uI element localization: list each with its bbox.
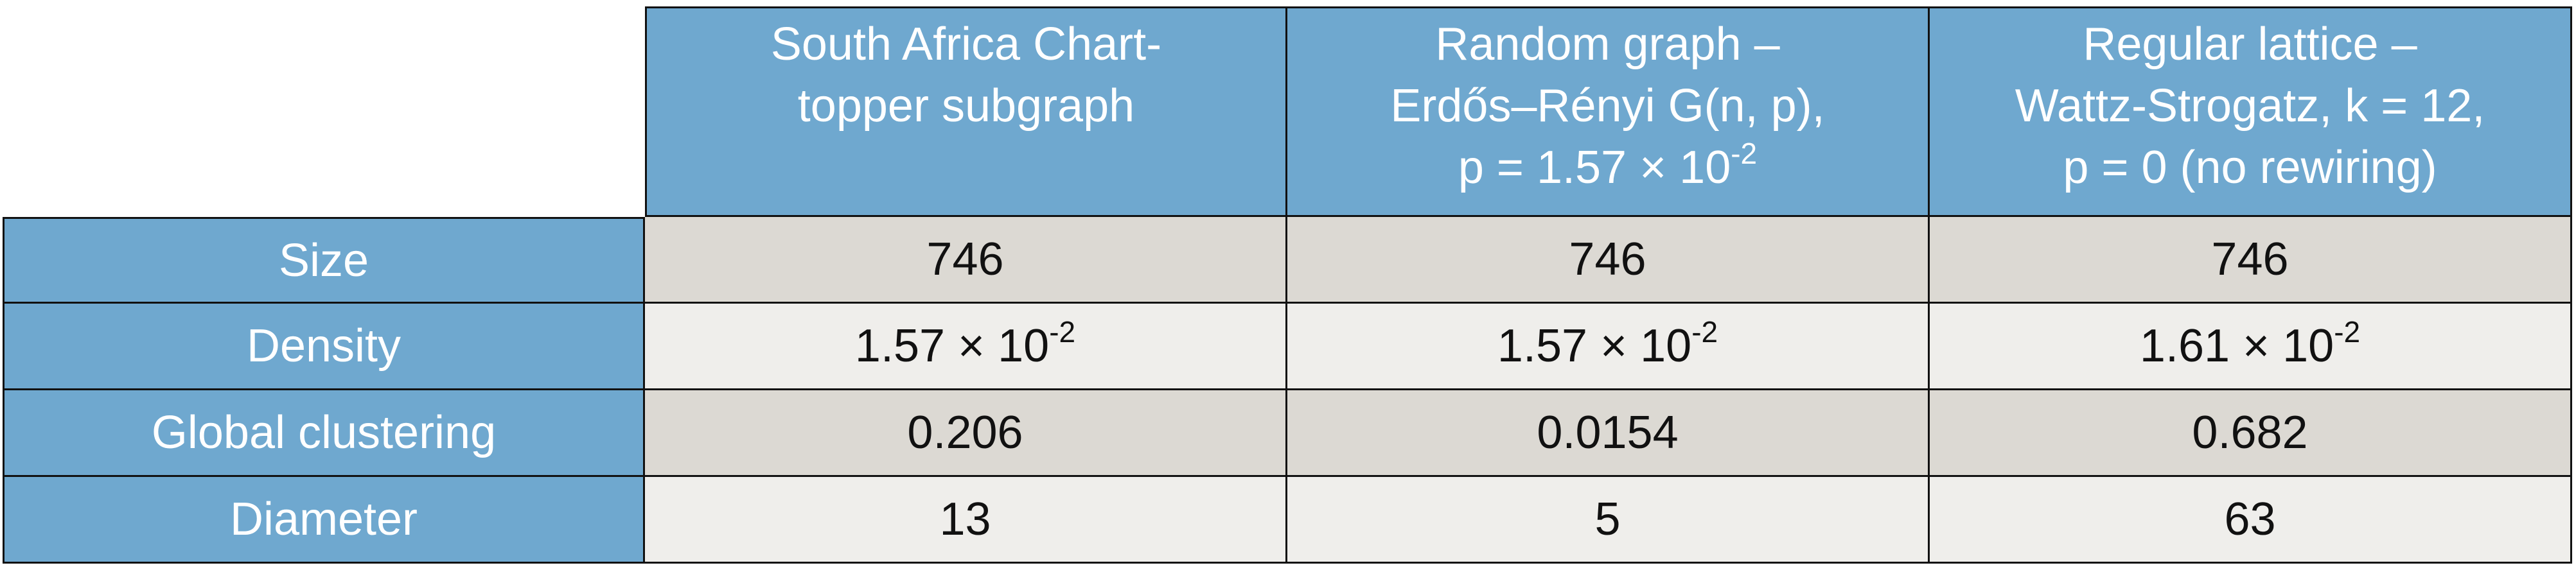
cell-text: 746 bbox=[2211, 234, 2289, 285]
cell-text: 1.61 × 10-2 bbox=[2140, 315, 2360, 377]
exponent: -2 bbox=[2334, 315, 2361, 349]
cell-text: Regular lattice – bbox=[2083, 19, 2417, 70]
data-cell: 13 bbox=[645, 477, 1287, 564]
data-cell: 0.206 bbox=[645, 390, 1287, 477]
cell-text: p = 1.57 × 10-2 bbox=[1458, 137, 1757, 198]
data-cell: 0.0154 bbox=[1287, 390, 1930, 477]
base: 1.61 × 10 bbox=[2139, 320, 2334, 372]
cell-text: Density bbox=[246, 320, 401, 372]
cell-text: topper subgraph bbox=[797, 80, 1135, 132]
data-cell: 0.682 bbox=[1930, 390, 2572, 477]
data-cell: 1.57 × 10-2 bbox=[1287, 304, 1930, 390]
cell-text: 0.0154 bbox=[1537, 407, 1679, 458]
cell-text: 13 bbox=[939, 494, 991, 545]
data-cell: 5 bbox=[1287, 477, 1930, 564]
cell-text: 5 bbox=[1594, 494, 1621, 545]
data-cell: 746 bbox=[1287, 217, 1930, 304]
column-header: Random graph – Erdős–Rényi G(n, p), p = 1.… bbox=[1287, 6, 1930, 217]
cell-text: Erdős–Rényi G(n, p), bbox=[1390, 80, 1825, 132]
base: p = 1.57 × 10 bbox=[1458, 142, 1731, 193]
base: 1.57 × 10 bbox=[1497, 320, 1692, 372]
column-header: South Africa Chart-topper subgraph bbox=[645, 6, 1287, 217]
cell-text: 1.57 × 10-2 bbox=[1497, 315, 1718, 377]
cell-text: Random graph – bbox=[1435, 19, 1780, 70]
cell-text: Wattz-Strogatz, k = 12, bbox=[2015, 80, 2485, 132]
cell-text: 746 bbox=[1569, 234, 1646, 285]
cell-text: 1.57 × 10-2 bbox=[855, 315, 1075, 377]
exponent: -2 bbox=[1691, 315, 1718, 349]
cell-text: 0.206 bbox=[907, 407, 1023, 458]
cell-text: Size bbox=[278, 234, 369, 286]
cell-text: Global clustering bbox=[151, 407, 497, 458]
cell-text: 0.682 bbox=[2192, 407, 2308, 458]
cell-text: 746 bbox=[926, 234, 1004, 285]
cell-text: p = 0 (no rewiring) bbox=[2063, 142, 2437, 193]
corner bbox=[3, 6, 645, 217]
row-label: Diameter bbox=[3, 477, 645, 564]
exponent: -2 bbox=[1049, 315, 1076, 349]
cell-text: South Africa Chart- bbox=[770, 19, 1162, 70]
data-cell: 746 bbox=[1930, 217, 2572, 304]
base: 1.57 × 10 bbox=[854, 320, 1050, 372]
table: South Africa Chart-topper subgraph Random… bbox=[3, 6, 2572, 564]
data-cell: 1.57 × 10-2 bbox=[645, 304, 1287, 390]
data-cell: 63 bbox=[1930, 477, 2572, 564]
row-label: Size bbox=[3, 217, 645, 304]
row-label: Density bbox=[3, 304, 645, 390]
data-cell: 746 bbox=[645, 217, 1287, 304]
row-label: Global clustering bbox=[3, 390, 645, 477]
data-cell: 1.61 × 10-2 bbox=[1930, 304, 2572, 390]
cell-text: Diameter bbox=[229, 494, 418, 545]
exponent: -2 bbox=[1731, 137, 1758, 170]
cell-text: 63 bbox=[2224, 494, 2276, 545]
column-header: Regular lattice – Wattz-Strogatz, k = 12,… bbox=[1930, 6, 2572, 217]
